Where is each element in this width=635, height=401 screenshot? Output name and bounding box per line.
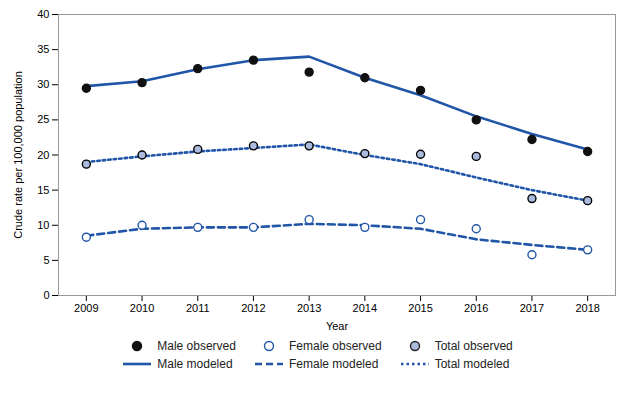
svg-text:40: 40: [37, 8, 49, 20]
svg-text:Crude rate per 100,000 populat: Crude rate per 100,000 population: [12, 71, 24, 239]
svg-text:2015: 2015: [408, 302, 432, 314]
svg-text:10: 10: [37, 219, 49, 231]
svg-text:2012: 2012: [241, 302, 265, 314]
html-text:Male modeled: Male modeled: [157, 357, 233, 371]
svg-text:20: 20: [37, 149, 49, 161]
svg-text:2009: 2009: [74, 302, 98, 314]
html-text:Total modeled: Total modeled: [434, 357, 510, 371]
svg-text:15: 15: [37, 184, 49, 196]
svg-text:0: 0: [43, 289, 49, 301]
svg-text:5: 5: [43, 254, 49, 266]
html-text:Total observed: Total observed: [434, 339, 513, 353]
svg-text:2011: 2011: [186, 302, 210, 314]
html-text:Male observed: Male observed: [157, 339, 236, 353]
html-text:Female observed: Female observed: [289, 339, 382, 353]
svg-text:Year: Year: [326, 320, 349, 332]
svg-text:2017: 2017: [520, 302, 544, 314]
svg-text:2013: 2013: [297, 302, 321, 314]
svg-text:35: 35: [37, 43, 49, 55]
html-text:Female modeled: Female modeled: [289, 357, 379, 371]
svg-text:2018: 2018: [575, 302, 599, 314]
svg-text:2016: 2016: [464, 302, 488, 314]
svg-text:25: 25: [37, 113, 49, 125]
svg-text:30: 30: [37, 78, 49, 90]
svg-text:2014: 2014: [353, 302, 377, 314]
svg-text:2010: 2010: [130, 302, 154, 314]
